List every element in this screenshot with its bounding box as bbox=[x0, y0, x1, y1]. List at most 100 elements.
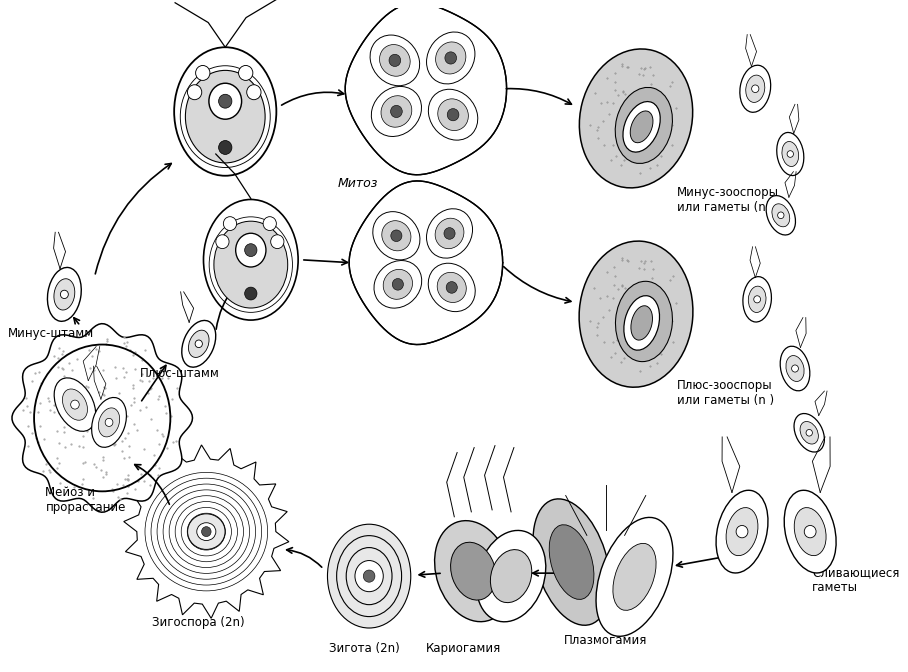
Circle shape bbox=[187, 85, 202, 99]
Ellipse shape bbox=[209, 83, 242, 119]
Circle shape bbox=[105, 419, 113, 427]
Circle shape bbox=[787, 151, 794, 157]
Ellipse shape bbox=[794, 507, 826, 556]
Circle shape bbox=[736, 526, 748, 538]
Circle shape bbox=[263, 216, 276, 230]
Circle shape bbox=[389, 54, 400, 67]
Circle shape bbox=[792, 365, 798, 372]
Circle shape bbox=[195, 65, 210, 81]
Ellipse shape bbox=[98, 408, 120, 437]
Text: Плазмогамия: Плазмогамия bbox=[564, 634, 647, 647]
Text: Плюс-зооспоры
или гаметы (n ): Плюс-зооспоры или гаметы (n ) bbox=[676, 379, 774, 407]
Ellipse shape bbox=[745, 75, 765, 102]
Ellipse shape bbox=[630, 111, 653, 142]
Ellipse shape bbox=[748, 286, 766, 312]
Circle shape bbox=[448, 109, 459, 121]
Ellipse shape bbox=[197, 523, 216, 540]
Circle shape bbox=[244, 287, 257, 300]
Ellipse shape bbox=[436, 42, 466, 74]
Ellipse shape bbox=[92, 397, 126, 448]
Ellipse shape bbox=[579, 241, 693, 387]
Ellipse shape bbox=[596, 517, 673, 636]
Circle shape bbox=[777, 212, 784, 218]
Ellipse shape bbox=[726, 507, 758, 556]
Ellipse shape bbox=[631, 306, 653, 340]
Ellipse shape bbox=[786, 355, 804, 382]
Text: Сливающиеся
гаметы: Сливающиеся гаметы bbox=[812, 566, 900, 594]
Ellipse shape bbox=[435, 218, 464, 249]
Circle shape bbox=[445, 52, 457, 64]
Circle shape bbox=[390, 106, 402, 118]
Ellipse shape bbox=[380, 44, 410, 76]
Ellipse shape bbox=[782, 142, 799, 167]
Text: Митоз: Митоз bbox=[338, 177, 378, 190]
Circle shape bbox=[363, 570, 375, 582]
Text: Мейоз и
прорастание: Мейоз и прорастание bbox=[45, 486, 126, 514]
Ellipse shape bbox=[383, 269, 412, 299]
Ellipse shape bbox=[477, 530, 546, 622]
Ellipse shape bbox=[381, 220, 411, 251]
Ellipse shape bbox=[381, 95, 412, 127]
Ellipse shape bbox=[429, 263, 475, 312]
Ellipse shape bbox=[794, 413, 824, 452]
Ellipse shape bbox=[54, 378, 95, 431]
Ellipse shape bbox=[437, 272, 467, 302]
Ellipse shape bbox=[47, 267, 82, 321]
Circle shape bbox=[804, 526, 816, 538]
Ellipse shape bbox=[370, 35, 419, 86]
Text: Минус-штамм: Минус-штамм bbox=[7, 327, 94, 341]
Ellipse shape bbox=[429, 89, 478, 140]
Ellipse shape bbox=[54, 279, 74, 310]
Circle shape bbox=[239, 65, 252, 81]
Ellipse shape bbox=[616, 282, 673, 362]
Text: Плюс-штамм: Плюс-штамм bbox=[140, 367, 220, 380]
Ellipse shape bbox=[328, 524, 410, 628]
Ellipse shape bbox=[182, 321, 216, 367]
Circle shape bbox=[61, 290, 68, 298]
Ellipse shape bbox=[780, 346, 810, 391]
Circle shape bbox=[216, 235, 229, 249]
Ellipse shape bbox=[185, 71, 265, 163]
Ellipse shape bbox=[800, 421, 818, 444]
Circle shape bbox=[71, 400, 79, 409]
Ellipse shape bbox=[63, 389, 87, 420]
Circle shape bbox=[219, 140, 232, 155]
Ellipse shape bbox=[373, 212, 419, 260]
Ellipse shape bbox=[214, 221, 288, 308]
Ellipse shape bbox=[236, 233, 266, 267]
Ellipse shape bbox=[174, 47, 276, 176]
Circle shape bbox=[446, 282, 458, 293]
Ellipse shape bbox=[374, 261, 421, 308]
Ellipse shape bbox=[766, 196, 795, 235]
Ellipse shape bbox=[371, 87, 421, 136]
Ellipse shape bbox=[188, 514, 225, 550]
Ellipse shape bbox=[427, 209, 472, 258]
Ellipse shape bbox=[435, 521, 512, 622]
Ellipse shape bbox=[785, 491, 836, 573]
Ellipse shape bbox=[740, 65, 771, 112]
Circle shape bbox=[392, 278, 403, 290]
Ellipse shape bbox=[438, 99, 469, 130]
Ellipse shape bbox=[616, 87, 673, 163]
Polygon shape bbox=[350, 181, 503, 345]
Circle shape bbox=[244, 244, 257, 257]
Ellipse shape bbox=[203, 200, 298, 320]
Ellipse shape bbox=[772, 204, 790, 226]
Circle shape bbox=[390, 230, 402, 241]
Circle shape bbox=[271, 235, 284, 249]
Polygon shape bbox=[123, 445, 289, 618]
Ellipse shape bbox=[533, 499, 610, 625]
Text: Минус-зооспоры
или гаметы (n): Минус-зооспоры или гаметы (n) bbox=[676, 186, 779, 214]
Circle shape bbox=[202, 527, 211, 537]
Text: Кариогамия: Кариогамия bbox=[426, 642, 501, 655]
Ellipse shape bbox=[743, 277, 772, 322]
Ellipse shape bbox=[189, 330, 209, 358]
Ellipse shape bbox=[549, 525, 594, 599]
Circle shape bbox=[752, 85, 759, 93]
Ellipse shape bbox=[579, 49, 693, 188]
Text: Зигоспора (2n): Зигоспора (2n) bbox=[153, 616, 245, 629]
Ellipse shape bbox=[716, 491, 768, 573]
Polygon shape bbox=[12, 324, 192, 512]
Circle shape bbox=[195, 340, 202, 347]
Polygon shape bbox=[345, 3, 507, 175]
